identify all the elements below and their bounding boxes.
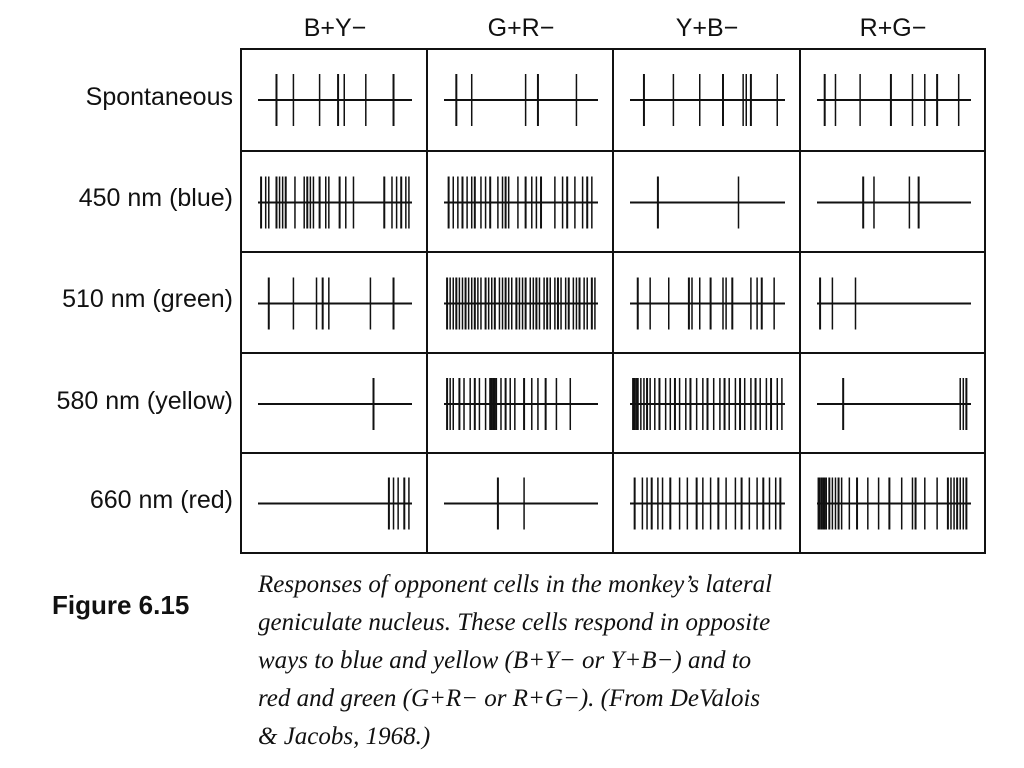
row-label-660nm-red: 660 nm (red) [89,486,233,514]
spike-train-grid [240,48,986,554]
grid-divider-vertical [612,50,614,552]
spike-train [817,477,971,530]
spike-train [630,176,785,229]
grid-divider-horizontal [242,452,984,454]
spike-train [444,277,598,330]
grid-divider-vertical [799,50,801,552]
column-header-g-plus-r-minus: G+R− [487,14,555,42]
spike-train [258,74,412,126]
caption-line: & Jacobs, 1968.) [258,723,431,750]
row-label-580nm-yellow: 580 nm (yellow) [56,387,233,415]
spike-train [444,378,598,430]
spike-train [630,378,785,430]
grid-divider-vertical [426,50,428,552]
grid-divider-horizontal [242,352,984,354]
spike-train [630,74,785,126]
caption-line: red and green (G+R− or R+G−). (From DeVa… [258,685,761,712]
grid-divider-horizontal [242,150,984,152]
row-label-450nm-blue: 450 nm (blue) [78,184,233,212]
row-label-510nm-green: 510 nm (green) [62,285,233,313]
grid-divider-horizontal [242,251,984,253]
spike-train [444,176,598,229]
spike-train [817,74,971,126]
spike-train [630,277,785,330]
spike-train [258,277,412,330]
column-header-b-plus-y-minus: B+Y− [303,14,367,42]
spike-train [817,176,971,229]
spike-train [258,176,412,229]
spike-train [817,378,971,430]
spike-train [630,477,785,530]
caption-line: geniculate nucleus. These cells respond … [258,609,771,636]
figure-caption: Responses of opponent cells in the monke… [258,566,988,756]
figure-label: Figure 6.15 [52,590,190,620]
spike-train [258,477,412,530]
spike-train [444,74,598,126]
caption-line: Responses of opponent cells in the monke… [258,571,773,598]
spike-train [258,378,412,430]
spike-train [444,477,598,530]
spike-train [817,277,971,330]
column-header-r-plus-g-minus: R+G− [859,14,927,42]
caption-line: ways to blue and yellow (B+Y− or Y+B−) a… [258,647,752,674]
column-header-y-plus-b-minus: Y+B− [675,14,739,42]
row-label-spontaneous: Spontaneous [85,83,233,111]
